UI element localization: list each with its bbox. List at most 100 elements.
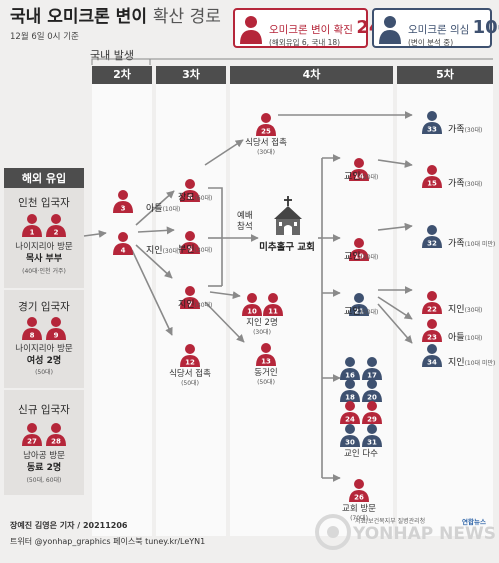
svg-text:13: 13 xyxy=(261,358,271,366)
svg-text:34: 34 xyxy=(427,359,437,367)
worship-label: 예배 참석 xyxy=(237,211,253,232)
case-label-19: 교인(30대) xyxy=(344,252,379,262)
imported-incheon-box xyxy=(4,188,84,288)
svg-text:23: 23 xyxy=(427,334,437,342)
svg-text:27: 27 xyxy=(27,438,37,446)
case-icon-18: 18 xyxy=(340,379,360,402)
case-label-25: 식당서 접촉 xyxy=(245,138,287,148)
gyeonggi-title: 경기 입국자 xyxy=(18,301,70,313)
case-icon-14: 14 xyxy=(349,158,369,181)
yonhap-logo-icon xyxy=(315,514,351,550)
incheon-desc: 나이지리아 방문 xyxy=(15,242,73,252)
svg-text:7: 7 xyxy=(188,301,193,309)
case-icon-29: 29 xyxy=(362,401,382,424)
gyeonggi-desc: 나이지리아 방문 xyxy=(15,344,73,354)
case-icon-31: 31 xyxy=(362,424,382,447)
case-label-31: 교인 다수 xyxy=(344,449,378,459)
svg-text:30: 30 xyxy=(345,439,355,447)
svg-text:6: 6 xyxy=(188,194,193,202)
church-icon xyxy=(274,196,302,235)
church-name: 미추홀구 교회 xyxy=(259,242,315,253)
svg-text:1: 1 xyxy=(30,229,35,237)
case-icon-12: 12 xyxy=(180,344,200,367)
case-icon-26: 26 xyxy=(349,479,369,502)
svg-text:31: 31 xyxy=(367,439,377,447)
case-icon-8: 8 xyxy=(22,317,42,340)
case-icon-20: 20 xyxy=(362,379,382,402)
case-label-33: 가족(30대) xyxy=(448,125,483,135)
case-icon-9: 9 xyxy=(46,317,66,340)
stage-header-5: 5차 xyxy=(397,66,493,84)
case-icon-22: 22 xyxy=(422,291,442,314)
incheon-age: (40대·인천 거주) xyxy=(22,268,66,275)
case-icon-28: 28 xyxy=(46,423,66,446)
case-icon-33: 33 xyxy=(422,111,442,134)
date-stamp: 12월 6일 0시 기준 xyxy=(10,32,79,42)
watermark: YONHAP NEWS xyxy=(353,524,496,544)
case-label-32: 가족(10대 미만) xyxy=(448,239,496,249)
legend-suspected: 오미크론 의심 10명 (변이 분석 중) xyxy=(372,8,499,48)
agency-small: 연합뉴스 xyxy=(462,518,486,526)
case-icon-24: 24 xyxy=(340,401,360,424)
case-label-4: 지인(30대) xyxy=(146,246,181,256)
title-sub: 확산 경로 xyxy=(152,7,221,27)
svg-text:9: 9 xyxy=(54,332,59,340)
case-label-22: 지인(30대) xyxy=(448,305,483,315)
case-sub-13: (50대) xyxy=(257,379,275,386)
imported-gyeonggi-box xyxy=(4,290,84,388)
incheon-title: 인천 입국자 xyxy=(18,197,70,209)
svg-text:18: 18 xyxy=(345,394,355,402)
case-icon-30: 30 xyxy=(340,424,360,447)
stage-header-4: 4차 xyxy=(230,66,393,84)
case-icon-16: 16 xyxy=(340,357,360,380)
stage-header-3: 3차 xyxy=(156,66,226,84)
case-sub-26: (70대) xyxy=(350,515,368,522)
credit: 장예진 김영은 기자 / 20211206 xyxy=(10,521,128,530)
case-label-3: 아들(10대) xyxy=(146,204,181,214)
new-age: (50대, 60대) xyxy=(26,477,62,484)
confirmed-person-icon xyxy=(240,16,262,44)
gyeonggi-who: 여성 2명 xyxy=(26,356,62,366)
case-label-15: 가족(30대) xyxy=(448,179,483,189)
svg-text:5: 5 xyxy=(188,246,193,254)
title-main: 국내 오미크론 변이 xyxy=(10,7,147,27)
case-icon-7: 7 xyxy=(180,286,200,309)
new-title: 신규 입국자 xyxy=(18,404,70,416)
svg-text:28: 28 xyxy=(51,438,61,446)
svg-text:32: 32 xyxy=(427,240,437,248)
svg-text:10: 10 xyxy=(247,308,257,316)
case-label-7: 지인(30대) xyxy=(178,300,213,310)
domestic-label: 국내 발생 xyxy=(90,49,134,62)
case-icon-25: 25 xyxy=(256,113,276,136)
svg-text:21: 21 xyxy=(354,308,364,316)
case-icon-27: 27 xyxy=(22,423,42,446)
case-label-5: 부인(30대) xyxy=(178,245,213,255)
svg-text:16: 16 xyxy=(345,372,355,380)
svg-text:14: 14 xyxy=(354,173,364,181)
social-links: 트위터 @yonhap_graphics 페이스북 tuney.kr/LeYN1 xyxy=(10,537,206,546)
svg-text:8: 8 xyxy=(30,332,35,340)
case-icon-23: 23 xyxy=(422,319,442,342)
svg-text:15: 15 xyxy=(427,180,437,188)
case-label-11: 지인 2명 xyxy=(246,318,278,328)
source: 자료/보건복지부 질병관리청 xyxy=(355,518,426,525)
case-sub-12: (50대) xyxy=(181,380,199,387)
svg-text:26: 26 xyxy=(354,494,364,502)
case-label-21: 교인(50대) xyxy=(344,307,379,317)
case-icon-2: 2 xyxy=(46,214,66,237)
suspected-detail: (변이 분석 중) xyxy=(408,38,454,47)
svg-text:3: 3 xyxy=(121,205,126,213)
case-icon-13: 13 xyxy=(256,343,276,366)
case-icon-1: 1 xyxy=(22,214,42,237)
svg-text:19: 19 xyxy=(354,253,364,261)
case-sub-25: (30대) xyxy=(257,149,275,156)
suspected-person-icon xyxy=(379,16,401,44)
case-label-13: 동거인 xyxy=(254,368,278,378)
suspected-count: 10 xyxy=(472,17,498,38)
svg-text:29: 29 xyxy=(367,416,377,424)
case-label-23: 아들(10대) xyxy=(448,333,483,343)
svg-text:20: 20 xyxy=(367,394,377,402)
imported-header-box xyxy=(4,168,84,188)
